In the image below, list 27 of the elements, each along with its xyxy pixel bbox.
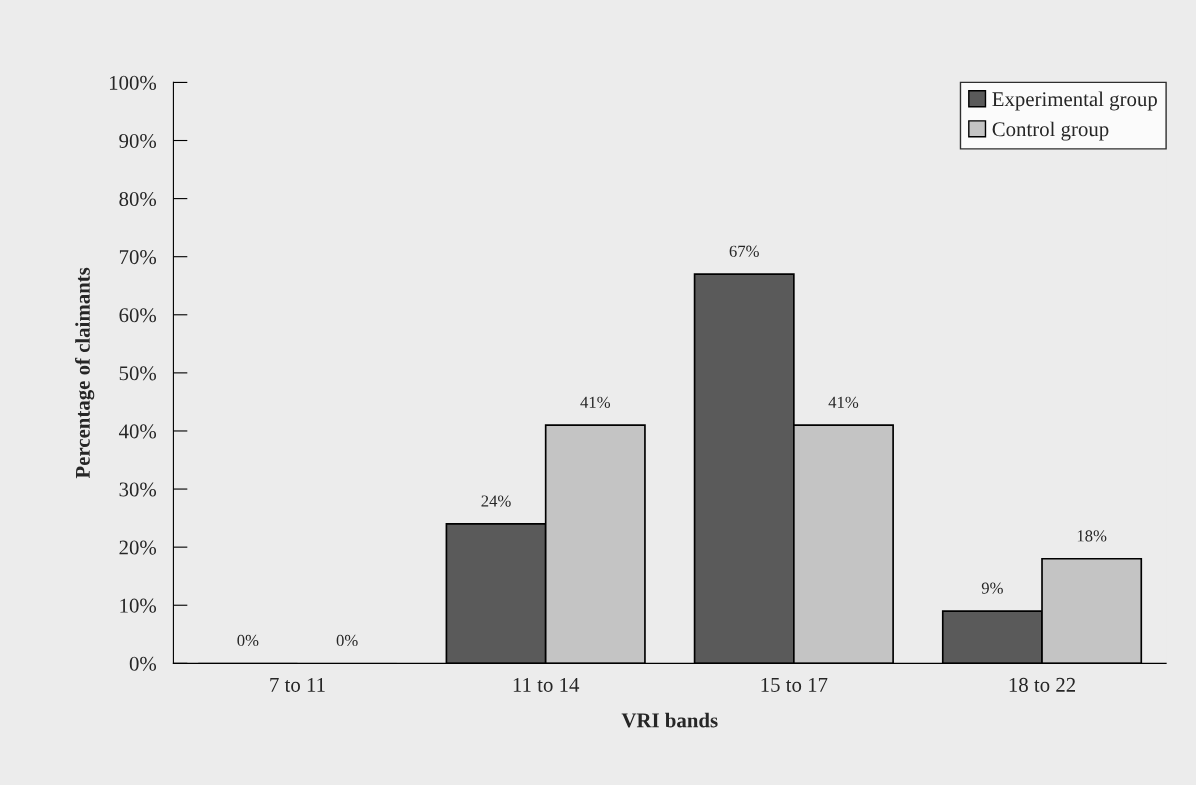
y-tick-label: 10%: [120, 598, 157, 613]
x-axis-title: VRI bands: [621, 712, 718, 728]
data-label: 67%: [729, 245, 759, 257]
y-tick-label: 50%: [119, 366, 157, 381]
y-tick-label: 90%: [119, 133, 157, 149]
y-tick-label: 80%: [119, 191, 157, 207]
y-tick-label: 40%: [118, 424, 157, 439]
y-axis-title: Percentage of claimants: [74, 267, 95, 479]
y-tick-label: 60%: [119, 308, 157, 323]
data-label: 41%: [580, 396, 611, 408]
x-tick-label: 7 to 11: [270, 677, 325, 692]
data-label: 24%: [481, 495, 511, 507]
legend-label: Experimental group: [992, 91, 1157, 111]
y-tick-label: 70%: [119, 250, 157, 265]
y-tick-label: 0%: [129, 656, 157, 671]
y-tick-label: 100%: [109, 75, 157, 90]
y-tick-label: 30%: [119, 482, 157, 497]
data-label: 0%: [237, 634, 259, 647]
x-tick-label: 18 to 22: [1009, 677, 1076, 692]
y-tick-label: 20%: [119, 540, 157, 555]
legend-label: Control group: [992, 121, 1109, 141]
data-label: 9%: [981, 582, 1003, 594]
data-label: 41%: [828, 396, 859, 408]
data-label: 18%: [1077, 530, 1107, 542]
x-tick-label: 11 to 14: [513, 677, 580, 692]
x-tick-label: 15 to 17: [761, 677, 828, 692]
data-label: 0%: [336, 634, 358, 647]
